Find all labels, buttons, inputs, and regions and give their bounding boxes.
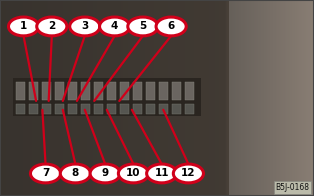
Bar: [68, 104, 77, 114]
Circle shape: [156, 17, 186, 36]
Bar: [172, 82, 181, 100]
Bar: [94, 82, 103, 100]
Bar: [107, 82, 116, 100]
Text: 8: 8: [72, 168, 79, 179]
Bar: [159, 82, 168, 100]
Bar: [133, 82, 142, 100]
Text: 10: 10: [126, 168, 141, 179]
Text: 11: 11: [154, 168, 169, 179]
Bar: [146, 82, 155, 100]
Bar: [16, 104, 25, 114]
Circle shape: [70, 17, 100, 36]
Bar: [146, 104, 155, 114]
Bar: [13, 78, 201, 116]
Bar: [94, 104, 103, 114]
Bar: [29, 104, 38, 114]
Circle shape: [30, 164, 61, 183]
Bar: [81, 104, 90, 114]
Circle shape: [60, 164, 90, 183]
Text: 4: 4: [111, 21, 118, 32]
Bar: [185, 104, 194, 114]
Text: 1: 1: [20, 21, 27, 32]
Bar: [42, 104, 51, 114]
Bar: [42, 82, 51, 100]
Text: B5J-0168: B5J-0168: [275, 183, 309, 192]
Bar: [55, 104, 64, 114]
Circle shape: [173, 164, 203, 183]
Circle shape: [100, 17, 130, 36]
Bar: [172, 104, 181, 114]
Bar: [55, 82, 64, 100]
Text: 3: 3: [81, 21, 89, 32]
Bar: [185, 82, 194, 100]
Text: 9: 9: [102, 168, 109, 179]
Circle shape: [147, 164, 177, 183]
Text: 5: 5: [139, 21, 147, 32]
Circle shape: [118, 164, 149, 183]
Bar: [29, 82, 38, 100]
Bar: [81, 82, 90, 100]
Circle shape: [8, 17, 39, 36]
Bar: [107, 104, 116, 114]
Bar: [229, 0, 314, 196]
Text: 6: 6: [167, 21, 175, 32]
Bar: [133, 104, 142, 114]
Bar: [16, 82, 25, 100]
Circle shape: [128, 17, 158, 36]
Text: 2: 2: [48, 21, 56, 32]
Text: 7: 7: [42, 168, 49, 179]
Bar: [120, 82, 129, 100]
Text: 12: 12: [181, 168, 196, 179]
Bar: [159, 104, 168, 114]
Circle shape: [37, 17, 67, 36]
Circle shape: [90, 164, 120, 183]
Bar: [68, 82, 77, 100]
Bar: [120, 104, 129, 114]
